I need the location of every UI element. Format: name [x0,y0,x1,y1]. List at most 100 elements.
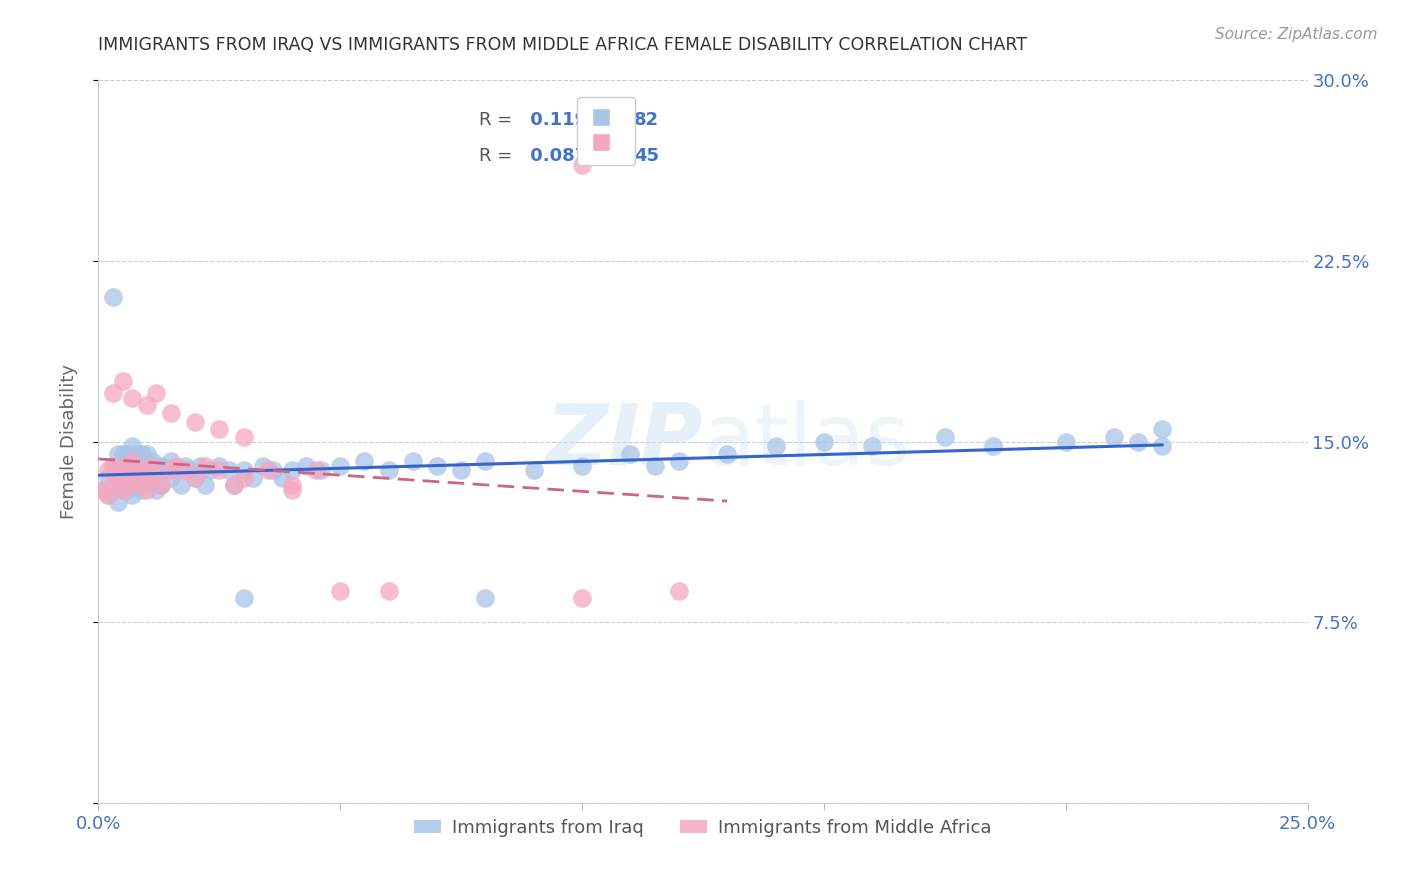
Point [353,454,375,468]
Point [305,463,328,477]
Point [309,463,332,477]
Point [117,478,139,492]
Point [450,463,472,477]
Point [188,458,211,473]
Point [165,458,187,473]
Point [91,483,114,497]
Point [101,290,124,304]
Point [145,470,167,484]
Point [474,454,496,468]
Point [232,591,254,605]
Point [194,458,217,473]
Point [121,470,143,484]
Point [232,463,254,477]
Point [111,483,134,497]
Point [1152,422,1174,436]
Point [97,487,120,501]
Point [111,483,134,497]
Point [1152,439,1174,453]
Point [1054,434,1077,449]
Point [121,439,143,453]
Point [97,463,120,477]
Point [121,487,143,501]
Point [107,494,129,508]
Point [232,470,254,484]
Point [218,463,240,477]
Point [571,591,593,605]
Point [716,446,738,460]
Point [208,422,231,436]
Point [194,478,217,492]
Point [242,470,264,484]
Point [127,463,149,477]
Point [222,478,245,492]
Point [131,483,153,497]
Point [145,483,167,497]
Text: IMMIGRANTS FROM IRAQ VS IMMIGRANTS FROM MIDDLE AFRICA FEMALE DISABILITY CORRELAT: IMMIGRANTS FROM IRAQ VS IMMIGRANTS FROM … [98,36,1028,54]
Point [117,483,139,497]
Point [141,454,163,468]
Point [426,458,449,473]
Point [160,454,183,468]
Point [117,463,139,477]
Point [101,386,124,401]
Point [97,470,120,484]
Text: 0.119: 0.119 [524,111,588,129]
Text: 82: 82 [634,111,659,129]
Point [184,415,207,429]
Y-axis label: Female Disability: Female Disability [59,364,77,519]
Text: N =: N = [600,111,640,129]
Point [765,439,787,453]
Point [117,446,139,460]
Text: N =: N = [600,147,640,165]
Point [179,463,201,477]
Point [377,463,399,477]
Point [281,478,304,492]
Text: R =: R = [479,111,519,129]
Text: ZIP: ZIP [546,400,703,483]
Point [111,463,134,477]
Point [377,583,399,598]
Point [121,458,143,473]
Point [111,470,134,484]
Point [101,478,124,492]
Point [668,454,690,468]
Point [135,478,157,492]
Point [97,487,120,501]
Point [934,430,956,444]
Point [107,446,129,460]
Text: 0.087: 0.087 [524,147,588,165]
Point [131,446,153,460]
Point [222,478,245,492]
Point [208,458,231,473]
Point [150,458,173,473]
Point [101,478,124,492]
Point [121,470,143,484]
Text: 45: 45 [634,147,659,165]
Point [668,583,690,598]
Point [121,454,143,468]
Point [813,434,835,449]
Point [1102,430,1125,444]
Point [619,446,641,460]
Point [256,463,278,477]
Point [101,458,124,473]
Point [644,458,666,473]
Point [111,458,134,473]
Text: Source: ZipAtlas.com: Source: ZipAtlas.com [1215,27,1378,42]
Point [155,463,177,477]
Point [127,478,149,492]
Point [150,478,173,492]
Point [127,463,149,477]
Point [107,470,129,484]
Point [160,406,183,420]
Point [111,446,134,460]
Point [135,483,157,497]
Point [198,463,221,477]
Point [184,470,207,484]
Point [174,463,197,477]
Point [402,454,425,468]
Point [131,463,153,477]
Point [107,463,129,477]
Point [295,458,318,473]
